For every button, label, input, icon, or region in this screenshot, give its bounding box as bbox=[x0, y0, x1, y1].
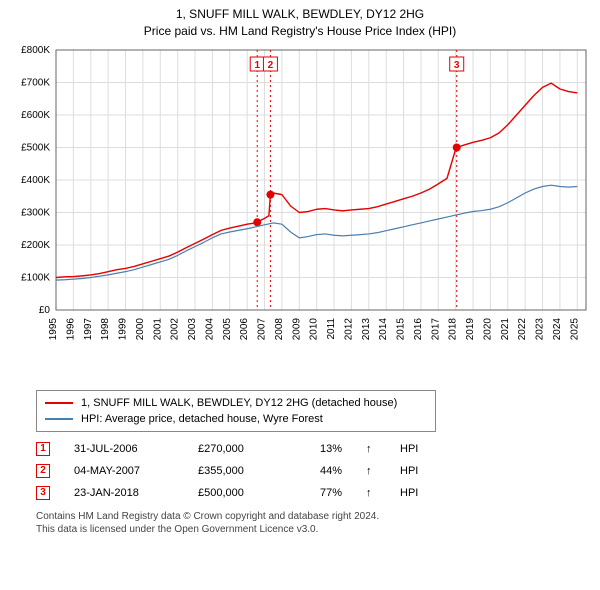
svg-text:1996: 1996 bbox=[65, 317, 76, 340]
svg-text:1999: 1999 bbox=[118, 317, 129, 340]
svg-text:2003: 2003 bbox=[187, 317, 198, 340]
legend-row-hpi: HPI: Average price, detached house, Wyre… bbox=[45, 411, 427, 427]
title-block: 1, SNUFF MILL WALK, BEWDLEY, DY12 2HG Pr… bbox=[8, 6, 592, 40]
legend-label-hpi: HPI: Average price, detached house, Wyre… bbox=[81, 413, 323, 425]
event-pct-3: 77% bbox=[302, 487, 342, 499]
legend-box: 1, SNUFF MILL WALK, BEWDLEY, DY12 2HG (d… bbox=[36, 390, 436, 432]
svg-text:2002: 2002 bbox=[170, 317, 181, 340]
svg-text:2004: 2004 bbox=[204, 317, 215, 340]
footer-note: Contains HM Land Registry data © Crown c… bbox=[36, 510, 592, 536]
svg-text:2: 2 bbox=[268, 60, 274, 71]
chart-container: 1, SNUFF MILL WALK, BEWDLEY, DY12 2HG Pr… bbox=[0, 0, 600, 540]
event-marker-1: 1 bbox=[36, 442, 50, 456]
event-vs-label-1: HPI bbox=[400, 443, 430, 455]
event-marker-2-num: 2 bbox=[40, 465, 46, 476]
legend-label-subject: 1, SNUFF MILL WALK, BEWDLEY, DY12 2HG (d… bbox=[81, 397, 397, 409]
event-row-2: 2 04-MAY-2007 £355,000 44% ↑ HPI bbox=[36, 460, 592, 482]
chart-area: £0 £100K £200K £300K £400K £500K £600K £700K £80… bbox=[8, 44, 592, 384]
event-pct-1: 13% bbox=[302, 443, 342, 455]
svg-text:2016: 2016 bbox=[413, 317, 424, 340]
svg-text:£700K: £700K bbox=[21, 77, 50, 88]
svg-text:2025: 2025 bbox=[569, 317, 580, 340]
svg-text:£600K: £600K bbox=[21, 110, 50, 121]
legend-row-subject: 1, SNUFF MILL WALK, BEWDLEY, DY12 2HG (d… bbox=[45, 395, 427, 411]
svg-text:2020: 2020 bbox=[482, 317, 493, 340]
event-date-2: 04-MAY-2007 bbox=[74, 465, 174, 477]
svg-text:1997: 1997 bbox=[83, 317, 94, 340]
svg-text:£100K: £100K bbox=[21, 272, 50, 283]
svg-text:2023: 2023 bbox=[535, 317, 546, 340]
legend-swatch-subject bbox=[45, 402, 73, 404]
event-price-2: £355,000 bbox=[198, 465, 278, 477]
event-row-1: 1 31-JUL-2006 £270,000 13% ↑ HPI bbox=[36, 438, 592, 460]
up-arrow-icon: ↑ bbox=[366, 443, 376, 455]
up-arrow-icon: ↑ bbox=[366, 465, 376, 477]
svg-text:2019: 2019 bbox=[465, 317, 476, 340]
svg-text:£800K: £800K bbox=[21, 45, 50, 56]
events-table: 1 31-JUL-2006 £270,000 13% ↑ HPI 2 04-MA… bbox=[36, 438, 592, 504]
svg-text:1998: 1998 bbox=[100, 317, 111, 340]
event-vs-label-3: HPI bbox=[400, 487, 430, 499]
event-date-3: 23-JAN-2018 bbox=[74, 487, 174, 499]
event-marker-3: 3 bbox=[36, 486, 50, 500]
svg-text:£200K: £200K bbox=[21, 240, 50, 251]
line-chart-svg: £0 £100K £200K £300K £400K £500K £600K £700K £80… bbox=[8, 44, 592, 384]
event-pct-2: 44% bbox=[302, 465, 342, 477]
event-price-1: £270,000 bbox=[198, 443, 278, 455]
svg-text:1: 1 bbox=[254, 60, 260, 71]
svg-text:2024: 2024 bbox=[552, 317, 563, 340]
up-arrow-icon: ↑ bbox=[366, 487, 376, 499]
svg-text:2014: 2014 bbox=[378, 317, 389, 340]
event-marker-1-num: 1 bbox=[40, 443, 46, 454]
svg-text:2017: 2017 bbox=[430, 317, 441, 340]
svg-text:2006: 2006 bbox=[239, 317, 250, 340]
event-marker-3-num: 3 bbox=[40, 487, 46, 498]
svg-text:2018: 2018 bbox=[448, 317, 459, 340]
svg-text:2022: 2022 bbox=[517, 317, 528, 340]
svg-text:2000: 2000 bbox=[135, 317, 146, 340]
svg-text:2005: 2005 bbox=[222, 317, 233, 340]
svg-text:£0: £0 bbox=[39, 305, 51, 316]
svg-text:2013: 2013 bbox=[361, 317, 372, 340]
svg-text:2001: 2001 bbox=[152, 317, 163, 340]
event-row-3: 3 23-JAN-2018 £500,000 77% ↑ HPI bbox=[36, 482, 592, 504]
svg-text:2012: 2012 bbox=[343, 317, 354, 340]
legend-swatch-hpi bbox=[45, 418, 73, 420]
footer-line1: Contains HM Land Registry data © Crown c… bbox=[36, 510, 592, 523]
event-date-1: 31-JUL-2006 bbox=[74, 443, 174, 455]
event-price-3: £500,000 bbox=[198, 487, 278, 499]
svg-text:2009: 2009 bbox=[291, 317, 302, 340]
svg-text:2010: 2010 bbox=[309, 317, 320, 340]
svg-text:£300K: £300K bbox=[21, 207, 50, 218]
svg-text:2008: 2008 bbox=[274, 317, 285, 340]
svg-text:£500K: £500K bbox=[21, 142, 50, 153]
svg-text:£400K: £400K bbox=[21, 175, 50, 186]
footer-line2: This data is licensed under the Open Gov… bbox=[36, 523, 592, 536]
svg-text:1995: 1995 bbox=[48, 317, 59, 340]
svg-text:3: 3 bbox=[454, 60, 460, 71]
svg-text:2021: 2021 bbox=[500, 317, 511, 340]
svg-text:2011: 2011 bbox=[326, 317, 337, 339]
title-line2: Price paid vs. HM Land Registry's House … bbox=[8, 23, 592, 40]
event-marker-2: 2 bbox=[36, 464, 50, 478]
svg-text:2007: 2007 bbox=[257, 317, 268, 340]
svg-text:2015: 2015 bbox=[396, 317, 407, 340]
title-line1: 1, SNUFF MILL WALK, BEWDLEY, DY12 2HG bbox=[8, 6, 592, 23]
event-vs-label-2: HPI bbox=[400, 465, 430, 477]
